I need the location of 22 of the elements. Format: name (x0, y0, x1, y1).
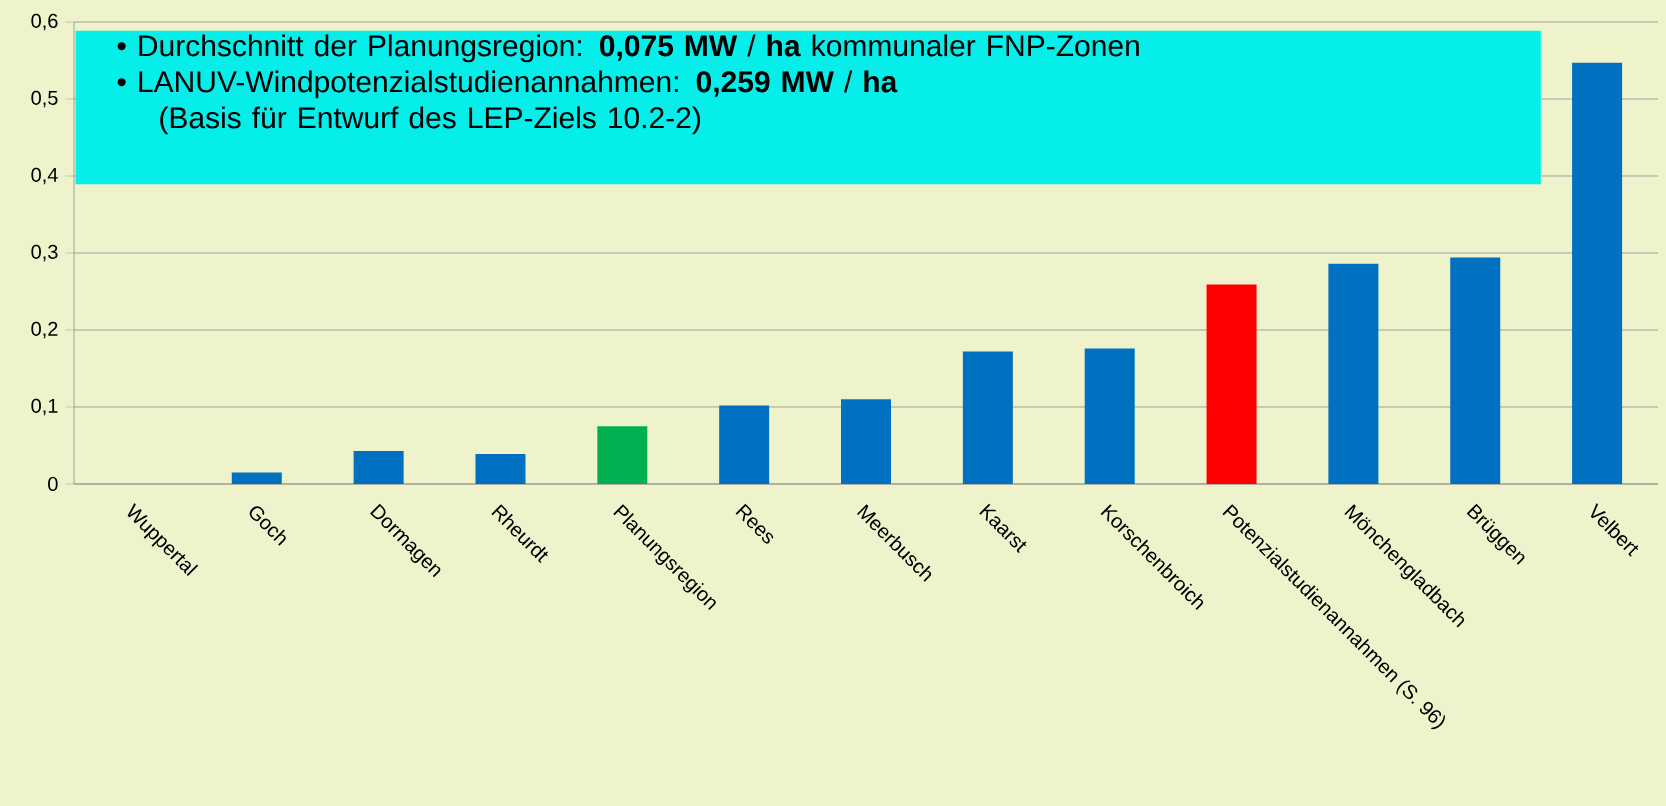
bar (475, 453, 526, 484)
bar (1450, 257, 1501, 484)
bar (1084, 348, 1135, 484)
annotation: (Basis für Entwurf des LEP-Ziels 10.2-2) (160, 106, 700, 135)
bar (353, 450, 404, 484)
bar (841, 399, 892, 484)
y-tick-label: 0,3 (31, 244, 58, 262)
y-tick-label: 0 (48, 476, 58, 492)
bar (962, 351, 1013, 484)
bar (1206, 284, 1257, 484)
bar (1572, 62, 1623, 484)
y-tick-label: 0,6 (31, 13, 58, 31)
bar (597, 426, 648, 484)
y-tick-label: 0,1 (31, 398, 58, 416)
y-tick-label: 0,4 (31, 167, 58, 185)
bar (1328, 263, 1379, 484)
annotation: • Durchschnitt der Planungsregion: 0,075 MW / ha kommunaler FNP-Zonen (117, 34, 1139, 63)
bar (719, 405, 770, 484)
y-tick-label: 0,5 (31, 90, 58, 108)
bar (231, 472, 282, 484)
y-tick-label: 0,2 (31, 321, 58, 339)
annotation: • LANUV-Windpotenzialstudienannahmen: 0,259 MW / ha (117, 70, 898, 99)
